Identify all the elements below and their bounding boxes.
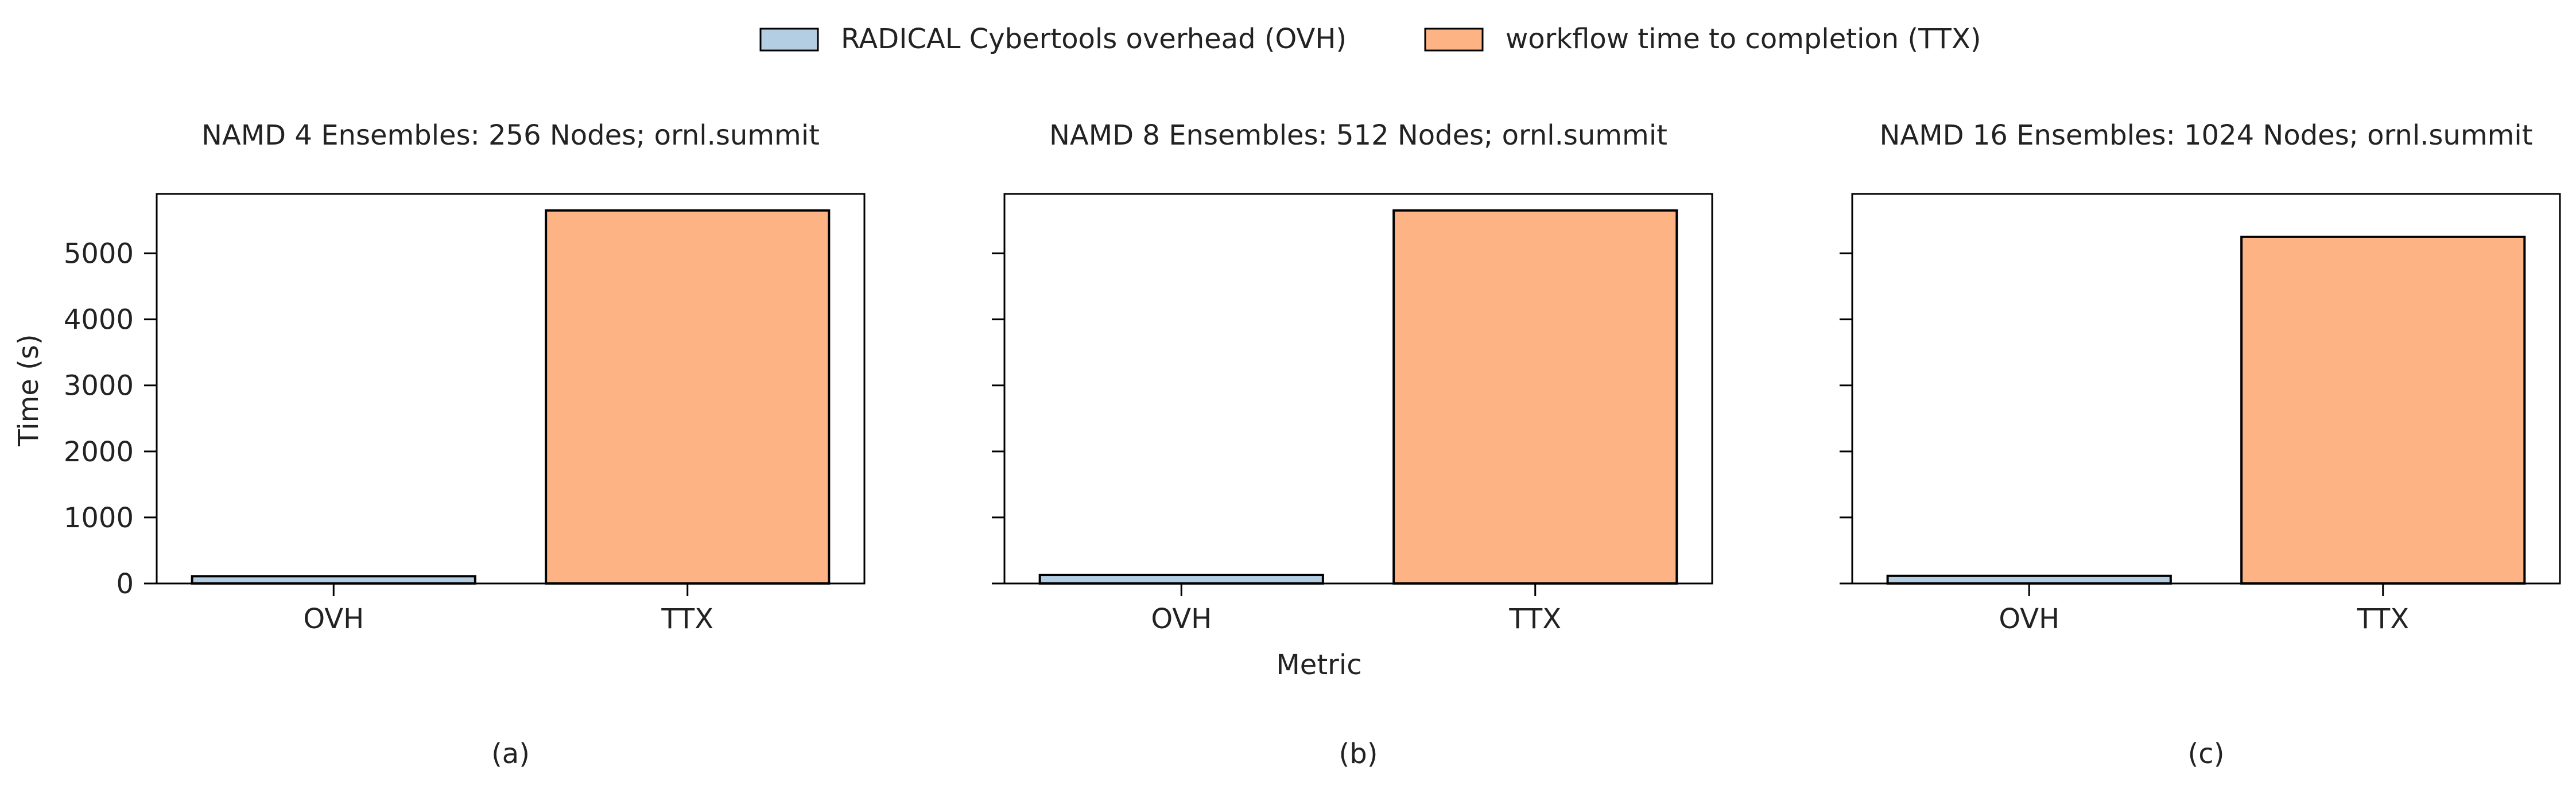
x-tick-label-c-0: OVH: [1999, 603, 2059, 635]
legend-label-ovh: RADICAL Cybertools overhead (OVH): [841, 23, 1347, 55]
y-tick-label-1: 1000: [64, 502, 134, 534]
bar-b-ovh: [1038, 574, 1324, 585]
panel-c-title: NAMD 16 Ensembles: 1024 Nodes; ornl.summ…: [1879, 119, 2532, 151]
panel-c-caption: (c): [2188, 738, 2225, 770]
panel-b-caption: (b): [1339, 738, 1378, 770]
panel-b: NAMD 8 Ensembles: 512 Nodes; ornl.summit…: [992, 119, 1713, 770]
y-axis-label: Time (s): [13, 334, 45, 446]
y-tick-label-0: 0: [116, 568, 134, 600]
panel-b-frame: [1003, 193, 1713, 585]
x-tick-label-b-0: OVH: [1151, 603, 1212, 635]
x-axis-label: Metric: [1276, 649, 1361, 681]
panel-a-frame: [156, 193, 866, 585]
panel-a-caption: (a): [491, 738, 530, 770]
y-tick-label-2: 2000: [64, 436, 134, 468]
panel-c-frame: [1851, 193, 2561, 585]
legend-label-ttx: workflow time to completion (TTX): [1506, 23, 1981, 55]
y-tick-label-3: 3000: [64, 370, 134, 402]
bar-c-ttx: [2240, 235, 2526, 585]
bar-c-ovh: [1886, 574, 2172, 585]
panel-c: NAMD 16 Ensembles: 1024 Nodes; ornl.summ…: [1840, 119, 2561, 770]
legend: RADICAL Cybertools overhead (OVH) workfl…: [759, 23, 1981, 55]
y-tick-label-4: 4000: [64, 304, 134, 336]
x-tick-label-b-1: TTX: [1508, 603, 1561, 635]
x-tick-label-a-1: TTX: [661, 603, 713, 635]
panel-a-title: NAMD 4 Ensembles: 256 Nodes; ornl.summit: [201, 119, 820, 151]
legend-swatch-ttx: [1424, 28, 1484, 52]
panel-a: NAMD 4 Ensembles: 256 Nodes; ornl.summit…: [64, 119, 866, 770]
x-tick-label-c-1: TTX: [2356, 603, 2409, 635]
bar-a-ttx: [545, 209, 831, 585]
bar-b-ttx: [1392, 209, 1678, 585]
y-tick-label-5: 5000: [64, 238, 134, 270]
panel-b-title: NAMD 8 Ensembles: 512 Nodes; ornl.summit: [1049, 119, 1667, 151]
x-tick-label-a-0: OVH: [303, 603, 364, 635]
legend-swatch-ovh: [759, 28, 819, 52]
bar-a-ovh: [191, 575, 476, 585]
